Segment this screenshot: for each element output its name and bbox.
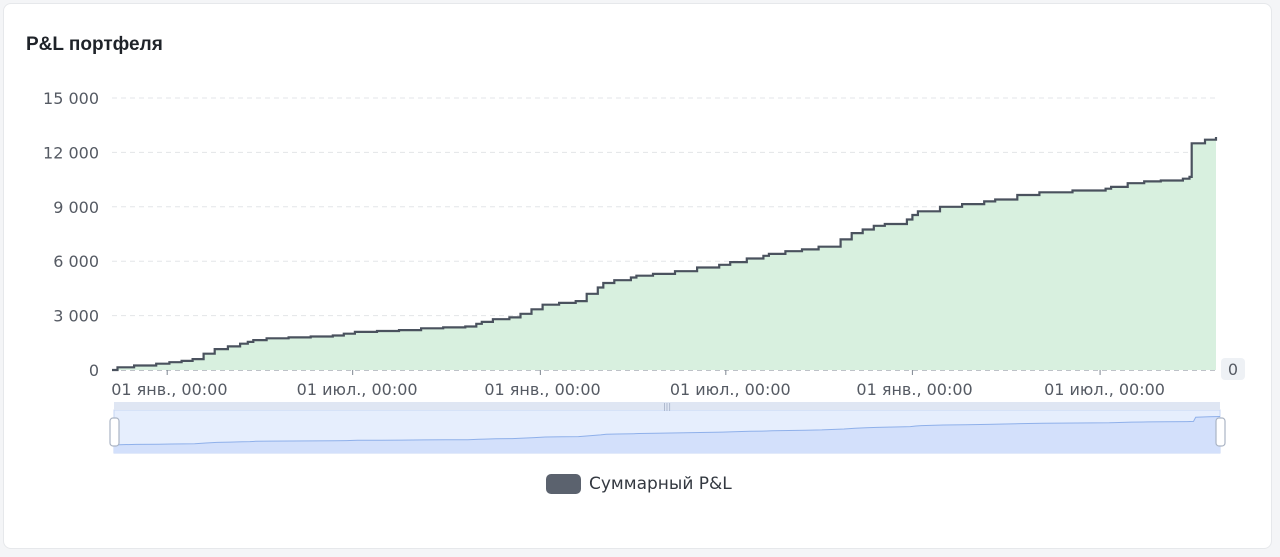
x-tick-label: 01 янв., 00:00	[484, 380, 600, 399]
zoom-slider-right-handle[interactable]	[1215, 417, 1226, 447]
legend[interactable]: Суммарный P&L	[546, 474, 732, 494]
pnl-area	[112, 137, 1216, 370]
legend-swatch[interactable]	[546, 474, 581, 494]
x-tick-label: 01 июл., 00:00	[1044, 380, 1165, 399]
card-title: P&L портфеля	[26, 34, 163, 55]
y-tick-label: 0	[89, 361, 99, 380]
x-tick-label: 01 июл., 00:00	[297, 380, 418, 399]
x-tick-label: 01 янв., 00:00	[111, 380, 227, 399]
zoom-slider-drag-bar[interactable]	[114, 402, 1220, 410]
x-tick-label: 01 янв., 00:00	[856, 380, 972, 399]
right-axis-label: 0	[1228, 360, 1238, 379]
x-tick-label: 01 июл., 00:00	[670, 380, 791, 399]
legend-label[interactable]: Суммарный P&L	[589, 474, 732, 494]
pnl-series-line	[112, 137, 1218, 372]
y-tick-label: 12 000	[43, 143, 99, 162]
y-tick-label: 6 000	[53, 252, 99, 271]
y-tick-label: 9 000	[53, 198, 99, 217]
zoom-slider-preview-line	[113, 416, 1221, 446]
y-tick-label: 3 000	[53, 307, 99, 326]
zoom-slider-preview-area	[114, 416, 1220, 453]
zoom-slider-left-handle[interactable]	[109, 417, 120, 447]
zoom-slider[interactable]: |||	[109, 402, 1226, 454]
y-tick-label: 15 000	[43, 89, 99, 108]
zoom-slider-grip-icon[interactable]: |||	[663, 402, 671, 411]
right-axis-label-bg	[1221, 358, 1245, 380]
